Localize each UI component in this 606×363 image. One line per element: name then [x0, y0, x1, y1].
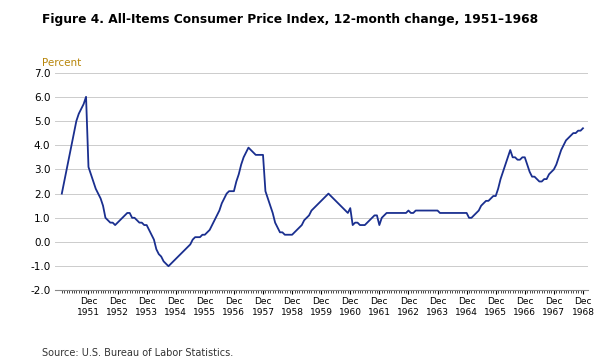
Text: Source: U.S. Bureau of Labor Statistics.: Source: U.S. Bureau of Labor Statistics. — [42, 347, 234, 358]
Text: Figure 4. All-Items Consumer Price Index, 12-month change, 1951–1968: Figure 4. All-Items Consumer Price Index… — [42, 13, 539, 26]
Text: Percent: Percent — [42, 58, 82, 68]
